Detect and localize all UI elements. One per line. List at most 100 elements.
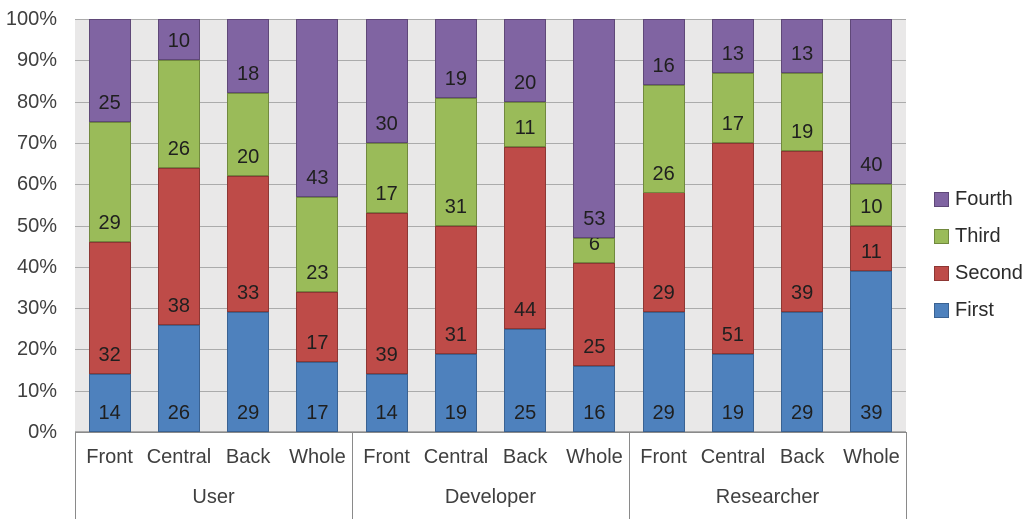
bar-segment-second: 33 [227, 175, 270, 313]
bar-segment-first: 19 [434, 353, 477, 432]
gridline [75, 226, 906, 227]
legend: Fourth Third Second First [934, 181, 1023, 329]
data-label: 6 [588, 232, 600, 255]
gridline [75, 431, 906, 432]
bar-segment-fourth: 13 [781, 19, 824, 73]
legend-label: Fourth [955, 188, 1013, 210]
data-label: 19 [721, 402, 745, 424]
x-axis-group-label: Researcher [715, 486, 820, 508]
data-label: 30 [375, 112, 398, 135]
data-label: 19 [444, 67, 468, 90]
bar-segment-fourth: 10 [157, 19, 200, 61]
data-label: 11 [861, 240, 882, 263]
x-axis-group-label: Developer [444, 486, 537, 508]
y-axis-tick-label: 80% [16, 90, 57, 113]
x-axis-category-label: Whole [566, 446, 623, 468]
bar-segment-second: 39 [365, 213, 408, 375]
legend-label: First [955, 299, 994, 321]
bar-researcher-back: 29 39 19 13 [781, 19, 824, 432]
legend-swatch-icon [934, 266, 949, 281]
x-axis-category-label: Back [779, 446, 825, 468]
data-label: 14 [98, 402, 121, 424]
bar-user-whole: 17 17 23 43 [296, 19, 339, 432]
legend-item-fourth: Fourth [934, 181, 1023, 218]
data-label: 29 [652, 402, 675, 424]
gridline [75, 102, 906, 103]
data-label: 16 [583, 402, 606, 424]
bar-segment-fourth: 53 [573, 19, 616, 238]
data-label: 16 [652, 55, 675, 78]
bar-developer-whole: 16 25 6 53 [573, 19, 616, 432]
data-label: 25 [513, 402, 537, 424]
x-axis-separator [629, 432, 630, 519]
legend-swatch-icon [934, 229, 949, 244]
data-label: 17 [306, 402, 329, 424]
bar-segment-second: 32 [88, 242, 131, 375]
bar-segment-first: 29 [227, 312, 270, 432]
gridline [75, 391, 906, 392]
data-label: 53 [583, 207, 606, 230]
bar-segment-first: 26 [157, 324, 200, 432]
bar-segment-fourth: 19 [434, 19, 477, 98]
bar-segment-second: 29 [642, 192, 685, 313]
bar-segment-fourth: 43 [296, 19, 339, 197]
bar-segment-fourth: 13 [711, 19, 754, 73]
data-label: 38 [167, 294, 191, 317]
bar-segment-first: 14 [365, 374, 408, 432]
data-label: 26 [167, 402, 191, 424]
x-axis-line [75, 432, 907, 433]
gridline [75, 60, 906, 61]
data-label: 33 [236, 282, 260, 305]
x-axis-category-label: Whole [843, 446, 900, 468]
bar-segment-first: 19 [711, 353, 754, 432]
legend-label: Third [955, 225, 1001, 247]
bar-segment-second: 25 [573, 262, 616, 366]
bar-segment-third: 10 [850, 184, 893, 226]
bar-segment-fourth: 30 [365, 19, 408, 143]
data-label: 43 [306, 166, 329, 189]
bar-segment-fourth: 40 [850, 19, 893, 185]
data-label: 40 [860, 154, 883, 177]
legend-swatch-icon [934, 192, 949, 207]
data-label: 17 [721, 112, 745, 135]
data-label: 14 [375, 402, 398, 424]
y-axis-tick-label: 20% [16, 338, 57, 361]
bar-segment-third: 29 [88, 122, 131, 242]
bar-developer-back: 25 44 11 20 [504, 19, 547, 432]
x-axis-separator [906, 432, 907, 519]
data-label: 10 [167, 30, 191, 53]
bar-segment-fourth: 18 [227, 19, 270, 94]
data-label: 18 [236, 63, 260, 86]
y-axis-tick-label: 40% [16, 255, 57, 278]
bar-segment-second: 11 [850, 225, 893, 271]
gridline [75, 184, 906, 185]
x-axis-separator [75, 432, 76, 519]
data-label: 29 [236, 402, 260, 424]
data-label: 26 [652, 162, 675, 185]
bar-segment-third: 20 [227, 93, 270, 176]
data-label: 51 [721, 323, 745, 346]
legend-item-second: Second [934, 255, 1023, 292]
bar-segment-third: 26 [157, 60, 200, 168]
data-label: 25 [583, 335, 606, 358]
y-axis-tick-label: 30% [16, 297, 57, 320]
bar-segment-first: 14 [88, 374, 131, 432]
data-label: 23 [306, 261, 329, 284]
gridline [75, 143, 906, 144]
data-label: 13 [721, 42, 745, 65]
x-axis-category-label: Back [502, 446, 548, 468]
bar-segment-third: 19 [781, 72, 824, 152]
data-label: 19 [444, 402, 468, 424]
data-label: 39 [790, 282, 814, 305]
bar-segment-third: 26 [642, 85, 685, 193]
bar-segment-third: 17 [711, 72, 754, 143]
y-axis-tick-label: 90% [16, 49, 57, 72]
gridline [75, 349, 906, 350]
data-label: 20 [236, 145, 260, 168]
bar-segment-first: 39 [850, 270, 893, 432]
data-label: 17 [375, 183, 398, 206]
data-label: 20 [513, 71, 537, 94]
data-label: 17 [306, 331, 329, 354]
y-axis-tick-label: 60% [16, 173, 57, 196]
x-axis-category-label: Front [86, 446, 133, 468]
